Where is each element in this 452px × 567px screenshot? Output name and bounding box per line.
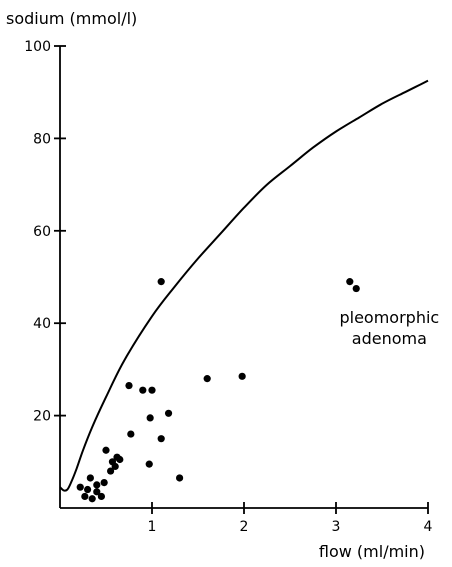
data-point xyxy=(238,372,246,380)
data-point xyxy=(107,467,115,475)
x-axis-label: flow (ml/min) xyxy=(319,542,425,561)
y-tick-label: 40 xyxy=(33,316,51,332)
annotation-label: pleomorphic xyxy=(339,308,439,327)
y-axis-label: sodium (mmol/l) xyxy=(6,9,137,28)
data-point xyxy=(157,435,165,443)
y-tick-label: 100 xyxy=(24,39,51,55)
data-point xyxy=(84,485,92,494)
y-tick-label: 80 xyxy=(33,131,51,147)
x-tick-label: 3 xyxy=(332,519,341,535)
data-point xyxy=(102,446,110,454)
data-point xyxy=(146,414,154,422)
points-layer xyxy=(76,278,360,503)
data-point xyxy=(97,492,105,501)
data-point xyxy=(93,481,101,489)
data-point xyxy=(81,492,89,501)
axes xyxy=(54,45,429,514)
data-point xyxy=(76,483,84,491)
data-point xyxy=(116,455,124,464)
data-point xyxy=(145,460,153,468)
data-point xyxy=(352,284,360,293)
x-tick-label: 4 xyxy=(424,519,433,535)
data-point xyxy=(125,381,133,390)
curve-layer xyxy=(59,79,429,492)
annotation-label: adenoma xyxy=(352,329,427,348)
data-point xyxy=(88,495,96,503)
data-point xyxy=(100,478,108,487)
series-line xyxy=(59,79,429,492)
data-point xyxy=(164,409,173,417)
data-point xyxy=(111,462,119,471)
data-point xyxy=(176,474,184,482)
data-point xyxy=(203,375,211,383)
y-tick-label: 20 xyxy=(33,409,51,425)
x-tick-label: 1 xyxy=(148,519,157,535)
x-tick-label: 2 xyxy=(240,519,249,535)
data-point xyxy=(127,430,135,438)
data-point xyxy=(148,386,156,394)
labels-layer: 20 40 60 80 100 1 2 3 4 sodium (mmol/l) flow (ml/m… xyxy=(6,9,439,561)
data-point xyxy=(86,474,94,482)
data-point xyxy=(157,278,165,286)
data-point xyxy=(93,488,101,496)
y-tick-label: 60 xyxy=(33,224,51,240)
data-point xyxy=(139,386,147,394)
data-point xyxy=(346,278,354,286)
